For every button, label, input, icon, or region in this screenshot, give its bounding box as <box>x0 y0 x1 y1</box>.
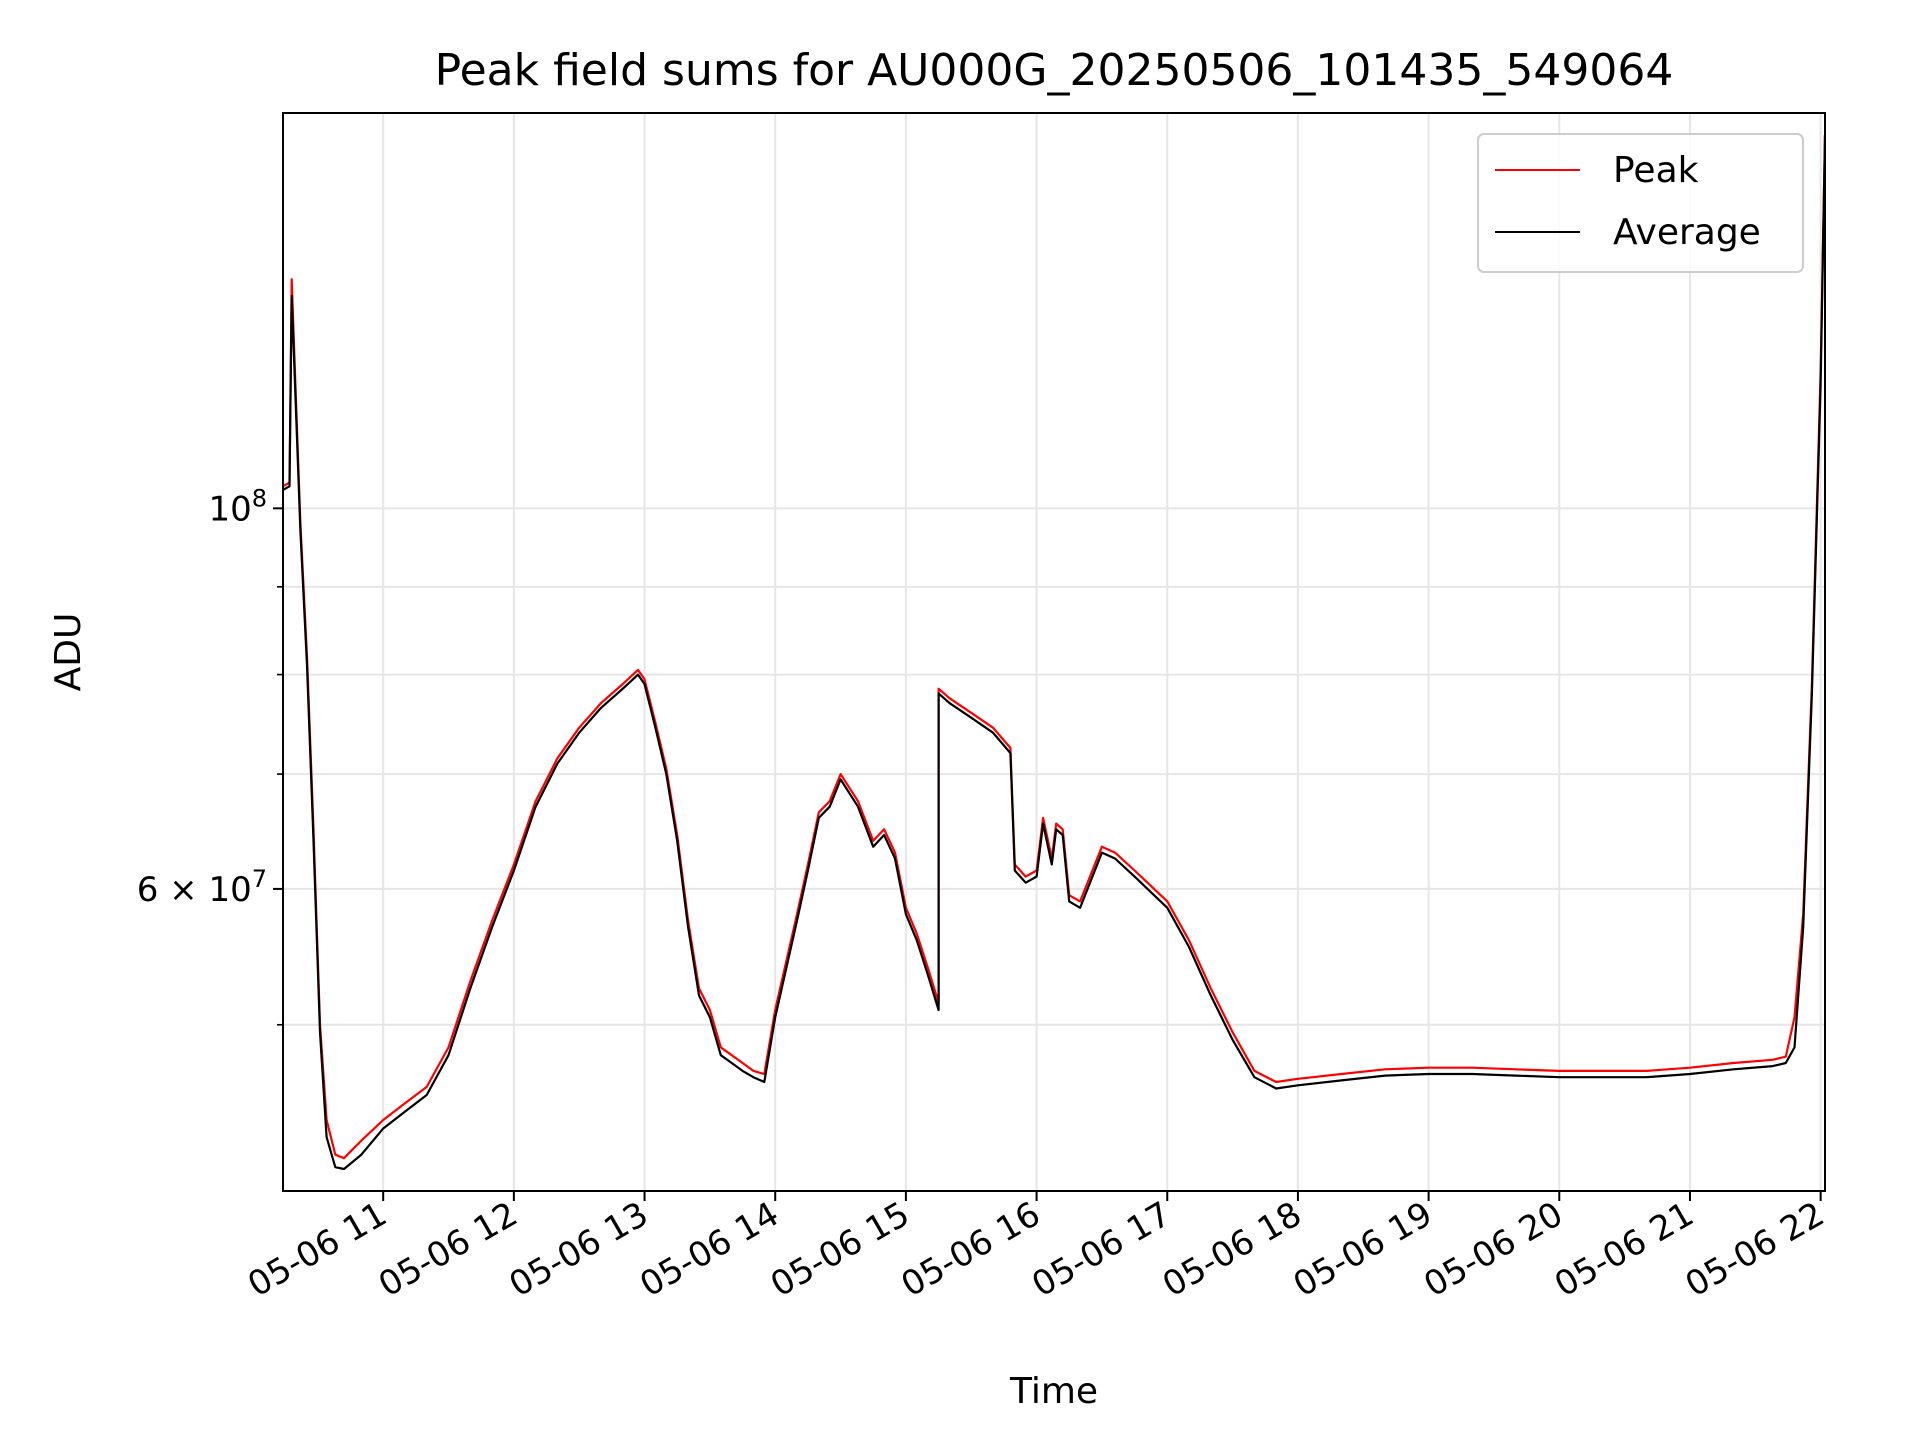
legend-average-label: Average <box>1613 212 1761 253</box>
series-line-average <box>283 135 1825 1171</box>
chart-title: Peak field sums for AU000G_20250506_1014… <box>435 45 1674 96</box>
y-tick-label-base: 10 <box>208 489 251 529</box>
legend-box <box>1477 133 1804 273</box>
grid <box>283 113 1825 1191</box>
x-axis-label: Time <box>1009 1371 1098 1412</box>
series-layer <box>283 135 1825 1171</box>
plot-frame <box>282 112 1826 1192</box>
y-tick-label-exponent: 8 <box>252 484 267 512</box>
y-axis-label: ADU <box>48 613 89 692</box>
legend-peak-label: Peak <box>1613 150 1699 191</box>
y-tick-label: 108 <box>208 484 267 529</box>
y-tick-label-base: 6 × 10 <box>137 870 252 910</box>
y-tick-label-exponent: 7 <box>252 865 267 893</box>
series-line-peak <box>283 135 1825 1160</box>
y-tick-label: 6 × 107 <box>137 865 267 910</box>
legend: Peak Average <box>1477 133 1804 273</box>
